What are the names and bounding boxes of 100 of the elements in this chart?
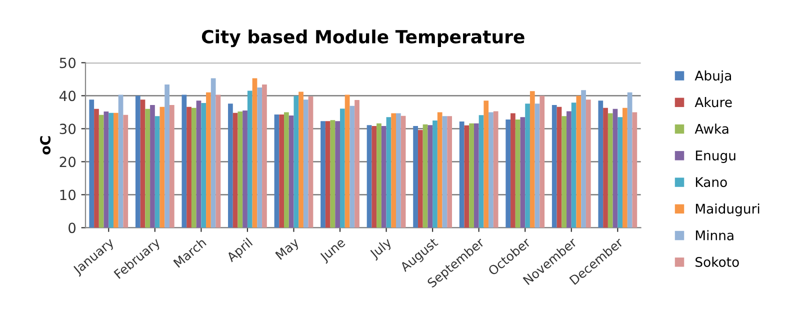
bar xyxy=(474,123,479,228)
bar xyxy=(510,113,516,228)
bar xyxy=(232,112,238,228)
y-tick-label: 20 xyxy=(60,156,76,168)
y-tick-label: 40 xyxy=(59,90,76,102)
bar xyxy=(298,92,304,228)
bar xyxy=(284,112,289,228)
bar xyxy=(488,112,494,228)
y-tick-label: 50 xyxy=(60,58,76,68)
bar xyxy=(459,121,464,228)
bar xyxy=(135,96,140,228)
bar xyxy=(540,96,545,228)
bar xyxy=(376,123,382,228)
bar xyxy=(182,94,187,228)
bar xyxy=(108,112,114,228)
bar xyxy=(288,116,294,228)
bar xyxy=(238,112,243,228)
y-tick-label: 0 xyxy=(68,222,76,234)
bar xyxy=(608,113,613,228)
bar xyxy=(413,126,418,228)
legend-label: Enugu xyxy=(696,150,736,164)
legend-label: Kano xyxy=(696,177,727,188)
bar xyxy=(520,117,526,228)
chart-title: City based Module Temperature xyxy=(202,30,524,48)
bar xyxy=(372,126,377,228)
bar xyxy=(274,114,280,228)
bar xyxy=(279,114,284,228)
bar xyxy=(191,108,196,228)
bar xyxy=(622,108,628,228)
bar xyxy=(169,104,174,228)
bar xyxy=(576,96,582,228)
bar xyxy=(354,100,360,228)
legend-label: Sokoto xyxy=(696,256,739,267)
bar xyxy=(145,108,150,228)
bar xyxy=(598,100,604,228)
bar xyxy=(262,84,267,228)
bar xyxy=(464,125,470,228)
bar xyxy=(581,90,586,228)
y-axis-title: oC xyxy=(40,136,51,154)
bar xyxy=(603,108,608,228)
bar xyxy=(469,123,474,228)
bar xyxy=(104,112,109,228)
bar xyxy=(325,121,330,228)
bar xyxy=(366,125,372,228)
bar xyxy=(400,116,406,228)
bar xyxy=(113,112,118,228)
y-tick-label: 30 xyxy=(60,124,76,134)
bar xyxy=(447,116,452,228)
legend-label: Abuja xyxy=(694,70,731,84)
bar xyxy=(150,104,155,228)
bar xyxy=(391,113,396,228)
bar xyxy=(571,102,576,228)
bar xyxy=(566,111,572,228)
bar xyxy=(140,100,146,228)
legend-label: Akure xyxy=(694,97,732,108)
bar xyxy=(340,108,345,228)
bar xyxy=(428,125,433,228)
bar xyxy=(206,92,211,228)
legend-label: Awka xyxy=(694,124,728,134)
bar xyxy=(632,112,638,228)
bar xyxy=(160,106,165,228)
bar xyxy=(344,94,350,228)
bar xyxy=(437,112,442,228)
bar xyxy=(534,104,540,228)
bar xyxy=(210,78,216,228)
bar xyxy=(303,100,308,228)
bar xyxy=(442,116,448,228)
bar xyxy=(294,96,299,228)
bar xyxy=(247,90,252,228)
bar xyxy=(196,100,202,228)
bar xyxy=(216,94,221,228)
bar xyxy=(308,96,314,228)
bar xyxy=(228,104,233,228)
legend-label: Maiduguri xyxy=(696,204,760,216)
bar xyxy=(164,84,170,228)
bar xyxy=(432,120,438,228)
bar xyxy=(493,111,498,228)
y-tick-label: 10 xyxy=(60,190,76,200)
bar xyxy=(123,114,128,228)
bar xyxy=(94,108,99,228)
bar xyxy=(525,104,530,228)
bar xyxy=(484,100,489,228)
bar xyxy=(556,106,562,228)
bar xyxy=(530,91,535,228)
bar xyxy=(515,119,520,228)
bar xyxy=(98,114,104,228)
bar xyxy=(627,92,632,228)
bar xyxy=(330,120,336,228)
bar xyxy=(320,121,326,228)
x-tick-label: May xyxy=(275,237,302,262)
bar xyxy=(201,102,206,228)
bar xyxy=(89,100,94,228)
bar xyxy=(586,100,591,228)
bar xyxy=(242,110,248,228)
legend-label: Minna xyxy=(696,230,734,240)
bar xyxy=(552,104,557,228)
bar xyxy=(422,124,428,228)
bar xyxy=(562,116,567,228)
bar xyxy=(386,117,392,228)
bar xyxy=(618,117,623,228)
